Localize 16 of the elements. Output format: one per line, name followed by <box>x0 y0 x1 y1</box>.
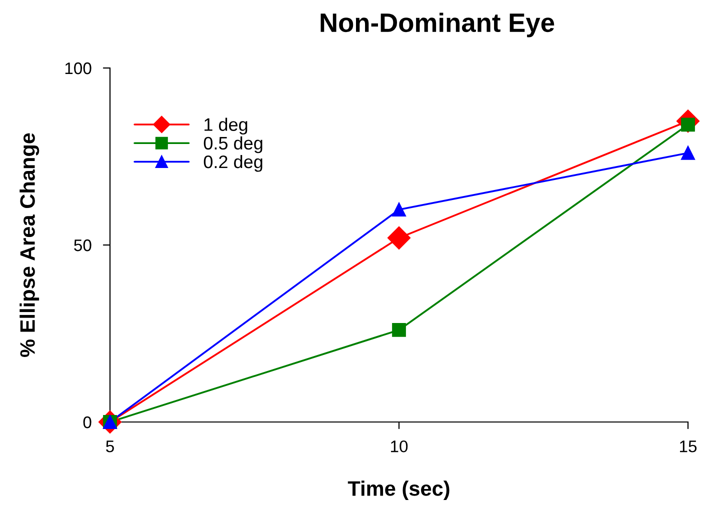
y-tick-label: 0 <box>83 416 92 428</box>
x-tick-label: 5 <box>106 440 114 452</box>
legend-label: 0.5 deg <box>204 136 262 154</box>
point <box>388 226 410 250</box>
point <box>392 202 406 217</box>
legend-label: 1 deg <box>204 118 248 135</box>
y-tick-label: 50 <box>74 239 92 252</box>
x-tick-label: 10 <box>391 440 408 452</box>
chart-title: Non-Dominant Eye <box>320 12 554 38</box>
legend-label: 0.2 deg <box>204 154 262 172</box>
y-axis-title: % Ellipse Area Change <box>20 133 40 357</box>
x-axis-title: Time (sec) <box>348 480 450 500</box>
x-tick-label: 15 <box>680 440 697 452</box>
point <box>681 146 695 160</box>
y-tick-label: 100 <box>65 62 92 74</box>
point <box>392 323 406 337</box>
